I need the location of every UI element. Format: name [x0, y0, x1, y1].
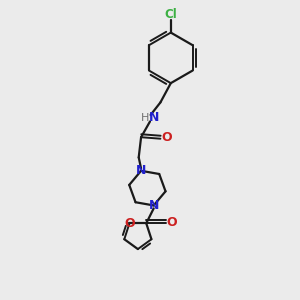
Text: N: N [148, 199, 159, 212]
Text: N: N [148, 111, 159, 124]
Text: N: N [136, 164, 146, 177]
Text: Cl: Cl [164, 8, 177, 21]
Text: O: O [162, 131, 172, 144]
Text: O: O [167, 216, 177, 229]
Text: H: H [140, 113, 149, 123]
Text: O: O [124, 217, 135, 230]
